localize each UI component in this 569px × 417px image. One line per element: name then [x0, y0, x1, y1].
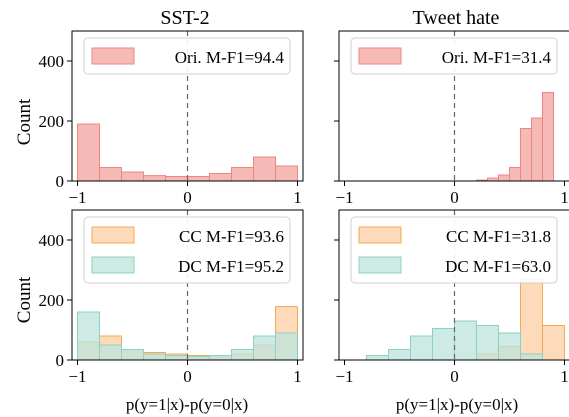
x-tick-label: −1 [68, 188, 86, 207]
bar-ori-6 [187, 176, 210, 182]
bar-ori-10 [275, 165, 298, 182]
x-tick-label: 0 [183, 188, 192, 207]
legend-box [350, 37, 558, 75]
bar-dc-3 [410, 335, 433, 361]
legend-box [83, 37, 291, 75]
y-tick-label: 200 [39, 291, 65, 310]
bar-ori-3 [498, 174, 510, 182]
legend-label-ori: Ori. M-F1=31.4 [442, 48, 552, 67]
x-tick-label: 1 [560, 188, 569, 207]
legend-label-dc: DC M-F1=63.0 [445, 257, 551, 276]
bar-dc-7 [209, 355, 232, 361]
x-tick-label: 1 [293, 188, 302, 207]
bar-dc-4 [432, 328, 455, 361]
bar-dc-5 [165, 355, 188, 361]
x-tick-label: −1 [68, 367, 86, 386]
x-tick-label: 1 [293, 367, 302, 386]
bar-dc-5 [454, 320, 477, 361]
bar-dc-9 [253, 335, 276, 361]
x-axis-label-left: p(y=1|x)-p(y=0|x) [126, 395, 248, 414]
panel-4: −1 0 1 CC M-F1=31.8 DC M-F1=63.0 [334, 209, 569, 386]
bar-dc-1 [77, 311, 100, 361]
bar-dc-6 [187, 355, 210, 361]
bar-ori-5 [520, 128, 532, 182]
bar-ori-5 [165, 176, 188, 182]
bar-dc-10 [275, 332, 298, 361]
legend-label-cc: CC M-F1=93.6 [179, 227, 284, 246]
legend-swatch-cc [91, 226, 135, 244]
x-tick-label: 0 [450, 188, 459, 207]
bar-ori-3 [121, 171, 144, 182]
y-tick-label: 200 [39, 112, 65, 131]
legend-label-dc: DC M-F1=95.2 [178, 257, 284, 276]
legend-box [350, 216, 558, 284]
bar-dc-1 [366, 355, 389, 361]
bar-ori-9 [253, 156, 276, 182]
x-tick-label: 0 [183, 367, 192, 386]
bar-dc-3 [121, 349, 144, 361]
x-tick-label: 0 [450, 367, 459, 386]
legend-swatch-ori [358, 47, 402, 65]
bar-ori-8 [231, 167, 254, 182]
bar-dc-2 [99, 344, 122, 361]
bar-ori-6 [531, 117, 543, 182]
bar-dc-2 [388, 349, 411, 361]
x-tick-label: 1 [560, 367, 569, 386]
column-title-sst2: SST-2 [160, 7, 209, 29]
bar-ori-4 [143, 175, 166, 182]
bar-dc-6 [476, 325, 499, 361]
legend-label-ori: Ori. M-F1=94.4 [175, 48, 285, 67]
column-title-tweet-hate: Tweet hate [413, 7, 500, 29]
bar-dc-4 [143, 353, 166, 361]
bar-ori-4 [509, 167, 521, 182]
y-axis-label-bottom: Count [14, 276, 35, 323]
x-tick-label: −1 [335, 188, 353, 207]
y-tick-label: 0 [56, 172, 65, 191]
y-tick-label: 400 [39, 52, 65, 71]
y-tick-label: 400 [39, 231, 65, 250]
legend-swatch-cc [358, 226, 402, 244]
bar-cc-3 [520, 279, 543, 361]
bar-ori-2 [99, 167, 122, 182]
legend-swatch-ori [91, 47, 135, 65]
bar-dc-7 [498, 332, 521, 361]
y-tick-label: 0 [56, 351, 65, 370]
y-axis-label-top: Count [14, 98, 35, 145]
legend-box [83, 216, 291, 284]
bar-cc-4 [542, 325, 565, 361]
legend-label-cc: CC M-F1=31.8 [446, 227, 551, 246]
x-axis-label-right: p(y=1|x)-p(y=0|x) [396, 395, 518, 414]
bar-ori-7 [542, 92, 554, 182]
bar-dc-8 [231, 349, 254, 361]
x-tick-label: −1 [335, 367, 353, 386]
legend-swatch-dc [358, 256, 402, 274]
bar-ori-7 [209, 173, 232, 182]
bar-dc-8 [520, 353, 543, 361]
panel-2: −1 0 1 Ori. M-F1=31.4 [334, 30, 569, 207]
bar-ori-1 [77, 123, 100, 182]
legend-swatch-dc [91, 256, 135, 274]
